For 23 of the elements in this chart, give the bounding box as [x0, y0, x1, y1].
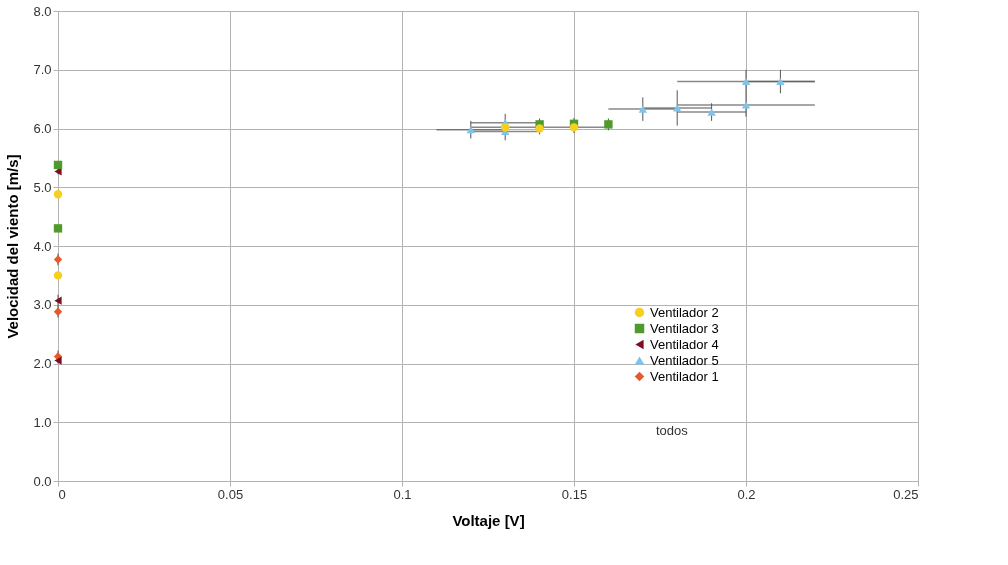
x-tick-label: 0.1 [393, 486, 412, 502]
y-tick-label: 1.0 [33, 414, 52, 430]
y-tick-label: 7.0 [33, 62, 52, 78]
legend-label: Ventilador 3 [650, 320, 719, 336]
x-tick-label: 0.25 [893, 486, 919, 502]
legend-label: Ventilador 4 [650, 336, 719, 352]
x-tick-label: 0.2 [737, 486, 756, 502]
legend-label: Ventilador 1 [650, 368, 719, 384]
legend-label: Ventilador 5 [650, 352, 719, 368]
y-tick-label: 2.0 [33, 356, 52, 371]
x-axis-title: Voltaje [V] [452, 511, 525, 529]
y-tick-label: 6.0 [33, 121, 52, 136]
x-tick-label: 0.05 [217, 486, 244, 502]
y-tick-label: 8.0 [33, 3, 52, 19]
y-tick-label: 4.0 [33, 238, 52, 254]
y-tick-label: 5.0 [33, 179, 52, 195]
x-tick-label: 0.15 [561, 486, 588, 502]
legend-label: Ventilador 2 [650, 304, 719, 320]
y-tick-label: 0.0 [33, 473, 52, 489]
x-tick-label: 0 [58, 486, 66, 502]
y-axis-title: Velocidad del viento [m/s] [4, 154, 22, 339]
y-tick-label: 3.0 [33, 297, 52, 313]
annotation: todos [656, 423, 689, 438]
